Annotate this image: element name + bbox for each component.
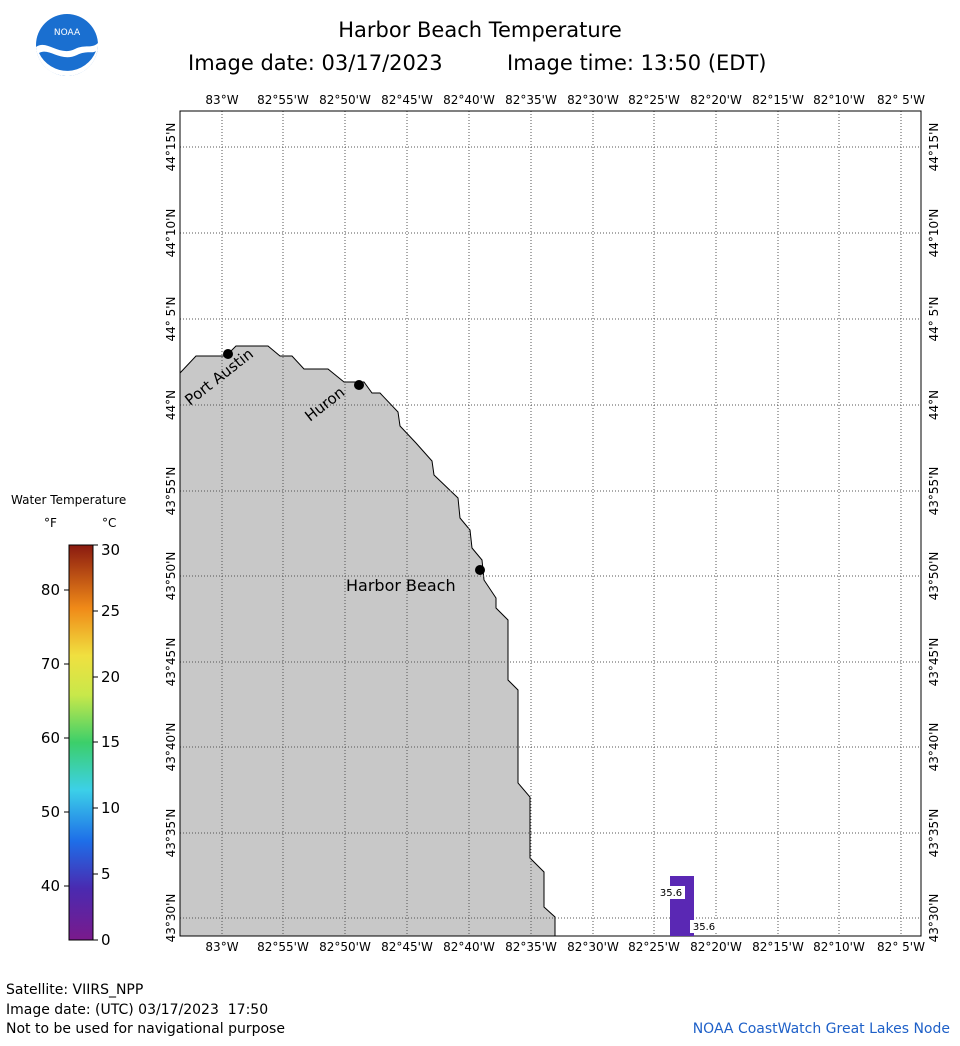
svg-text:44°N: 44°N	[927, 390, 941, 420]
satellite-label: Satellite: VIIRS_NPP	[6, 982, 144, 998]
svg-text:5: 5	[101, 865, 111, 883]
svg-text:35.6: 35.6	[693, 922, 715, 933]
svg-text:0: 0	[101, 931, 111, 949]
lat-labels-left: 44°15'N 44°10'N 44° 5'N 44°N 43°55'N 43°…	[164, 123, 178, 943]
place-label-harbor-beach: Harbor Beach	[346, 576, 456, 595]
svg-text:82°55'W: 82°55'W	[257, 940, 309, 954]
svg-text:82°10'W: 82°10'W	[813, 93, 865, 107]
svg-text:82°20'W: 82°20'W	[690, 940, 742, 954]
svg-text:82°50'W: 82°50'W	[319, 93, 371, 107]
svg-text:43°30'N: 43°30'N	[927, 894, 941, 943]
svg-text:44°10'N: 44°10'N	[164, 209, 178, 258]
utc-date-label: Image date: (UTC) 03/17/2023 17:50	[6, 1002, 269, 1018]
svg-text:82°35'W: 82°35'W	[505, 940, 557, 954]
svg-text:82°20'W: 82°20'W	[690, 93, 742, 107]
svg-text:43°40'N: 43°40'N	[164, 723, 178, 772]
svg-text:82°10'W: 82°10'W	[813, 940, 865, 954]
svg-text:15: 15	[101, 733, 120, 751]
svg-text:82° 5'W: 82° 5'W	[877, 940, 925, 954]
svg-text:43°55'N: 43°55'N	[927, 467, 941, 516]
land-thumb-peninsula	[179, 345, 556, 937]
svg-text:80: 80	[41, 581, 60, 599]
svg-text:43°35'N: 43°35'N	[927, 809, 941, 858]
svg-text:35.6: 35.6	[660, 888, 682, 899]
svg-text:44°15'N: 44°15'N	[927, 123, 941, 172]
svg-text:82°40'W: 82°40'W	[443, 940, 495, 954]
svg-text:44° 5'N: 44° 5'N	[164, 297, 178, 342]
svg-text:43°55'N: 43°55'N	[164, 467, 178, 516]
lon-labels-bottom: 83°W 82°55'W 82°50'W 82°45'W 82°40'W 82°…	[205, 940, 925, 954]
temperature-colorbar	[68, 544, 94, 941]
svg-text:43°45'N: 43°45'N	[927, 638, 941, 687]
place-marker-huron	[354, 380, 364, 390]
svg-text:44°N: 44°N	[164, 390, 178, 420]
svg-text:44° 5'N: 44° 5'N	[927, 297, 941, 342]
lon-labels-top: 83°W 82°55'W 82°50'W 82°45'W 82°40'W 82°…	[205, 93, 925, 107]
svg-text:70: 70	[41, 655, 60, 673]
svg-text:82°30'W: 82°30'W	[567, 93, 619, 107]
svg-text:82°25'W: 82°25'W	[628, 93, 680, 107]
svg-text:43°45'N: 43°45'N	[164, 638, 178, 687]
svg-text:43°35'N: 43°35'N	[164, 809, 178, 858]
celsius-ticks: 0 5 10 15 20 25 30	[101, 541, 120, 949]
logo-text: NOAA	[54, 28, 81, 38]
legend-title: Water Temperature	[11, 493, 127, 507]
image-date-label: Image date: 03/17/2023	[188, 51, 443, 75]
legend-unit-f: °F	[44, 516, 57, 530]
svg-text:82°45'W: 82°45'W	[381, 93, 433, 107]
svg-text:82°15'W: 82°15'W	[752, 940, 804, 954]
svg-text:82°30'W: 82°30'W	[567, 940, 619, 954]
svg-text:82°50'W: 82°50'W	[319, 940, 371, 954]
svg-text:83°W: 83°W	[205, 93, 238, 107]
svg-text:50: 50	[41, 803, 60, 821]
image-time-label: Image time: 13:50 (EDT)	[507, 51, 767, 75]
svg-text:60: 60	[41, 729, 60, 747]
svg-text:43°50'N: 43°50'N	[164, 552, 178, 601]
svg-text:44°15'N: 44°15'N	[164, 123, 178, 172]
place-marker-harbor-beach	[475, 565, 485, 575]
svg-text:83°W: 83°W	[205, 940, 238, 954]
svg-text:20: 20	[101, 668, 120, 686]
svg-text:44°10'N: 44°10'N	[927, 209, 941, 258]
credit-link[interactable]: NOAA CoastWatch Great Lakes Node	[692, 1021, 950, 1037]
temperature-reading: 35.6	[690, 920, 718, 933]
svg-text:82°40'W: 82°40'W	[443, 93, 495, 107]
svg-text:43°30'N: 43°30'N	[164, 894, 178, 943]
graticule	[180, 111, 921, 936]
colorbar-ticks	[64, 544, 98, 941]
lat-labels-right: 44°15'N 44°10'N 44° 5'N 44°N 43°55'N 43°…	[927, 123, 941, 943]
temperature-reading: 35.6	[657, 886, 685, 899]
svg-text:82°35'W: 82°35'W	[505, 93, 557, 107]
disclaimer: Not to be used for navigational purpose	[6, 1021, 285, 1037]
svg-text:10: 10	[101, 799, 120, 817]
svg-text:40: 40	[41, 877, 60, 895]
legend-unit-c: °C	[102, 516, 117, 530]
place-marker-port-austin	[223, 349, 233, 359]
svg-text:30: 30	[101, 541, 120, 559]
svg-text:82°55'W: 82°55'W	[257, 93, 309, 107]
svg-text:82° 5'W: 82° 5'W	[877, 93, 925, 107]
fahrenheit-ticks: 40 50 60 70 80	[41, 581, 60, 895]
svg-text:82°25'W: 82°25'W	[628, 940, 680, 954]
noaa-logo: NOAA	[35, 13, 99, 77]
svg-text:82°15'W: 82°15'W	[752, 93, 804, 107]
svg-text:43°40'N: 43°40'N	[927, 723, 941, 772]
page-title: Harbor Beach Temperature	[338, 18, 622, 42]
svg-text:43°50'N: 43°50'N	[927, 552, 941, 601]
svg-text:25: 25	[101, 602, 120, 620]
svg-text:82°45'W: 82°45'W	[381, 940, 433, 954]
map-frame	[179, 110, 922, 937]
